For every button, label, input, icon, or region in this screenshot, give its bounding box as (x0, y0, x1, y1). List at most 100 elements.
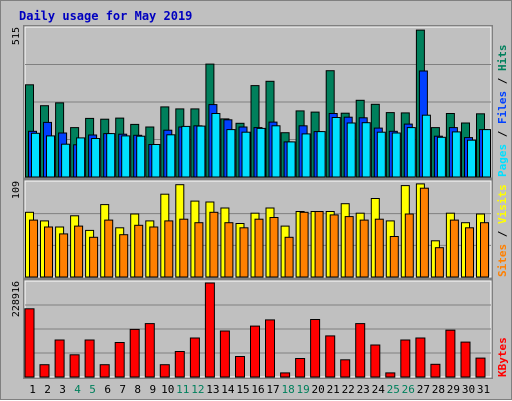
bar-sites-day-17 (269, 217, 279, 278)
x-tick-label-day-16: 16 (251, 383, 264, 396)
bar-kbytes-day-30 (460, 341, 471, 378)
chart-panels: 515 Pages / Files / Hits 109 Sites / Visits… (11, 25, 509, 379)
bar-sites-day-11 (179, 218, 189, 278)
legend-entry-files: Files (496, 91, 509, 124)
bar-sites-day-15 (239, 227, 249, 278)
x-tick-label-day-24: 24 (372, 383, 386, 396)
x-tick-label-day-10: 10 (161, 383, 174, 396)
bar-kbytes-day-28 (430, 363, 441, 378)
bar-pages-day-2 (46, 135, 55, 178)
bar-sites-day-27 (419, 187, 429, 278)
x-tick-label-day-9: 9 (149, 383, 156, 396)
bar-pages-day-1 (31, 132, 40, 178)
bar-kbytes-day-21 (325, 335, 336, 378)
bar-sites-day-7 (119, 234, 129, 278)
legend-separator: / (496, 71, 509, 91)
bar-kbytes-day-3 (54, 339, 65, 378)
bar-pages-day-17 (271, 125, 281, 178)
bar-sites-day-13 (209, 211, 219, 278)
bar-kbytes-day-9 (144, 323, 155, 378)
x-tick-label-day-2: 2 (44, 383, 51, 396)
bar-kbytes-day-20 (310, 319, 321, 378)
bar-pages-day-8 (136, 135, 146, 178)
bar-pages-day-18 (286, 141, 296, 178)
x-tick-label-day-23: 23 (357, 383, 370, 396)
y-max-label: 515 (11, 27, 22, 45)
x-tick-label-day-3: 3 (59, 383, 66, 396)
bar-kbytes-day-5 (84, 339, 95, 378)
y-max-label: 109 (11, 181, 22, 199)
panel-visits-sites: 109 Sites / Visits (11, 179, 509, 279)
x-axis-labels: 1 2 3 4 5 6 7 8 9 10 11 12 13 14 15 16 17 18 19 20 21 22 23 24 2… (29, 383, 490, 396)
x-tick-label-day-21: 21 (327, 383, 340, 396)
bar-kbytes-day-17 (265, 319, 275, 378)
x-tick-label-day-11: 11 (176, 383, 189, 396)
legend-separator: / (496, 124, 509, 144)
bar-sites-day-19 (299, 211, 309, 278)
bar-kbytes-day-24 (370, 344, 381, 378)
x-tick-label-day-27: 27 (417, 383, 430, 396)
x-tick-label-day-13: 13 (206, 383, 219, 396)
bar-sites-day-5 (89, 236, 99, 278)
legend-entry-hits: Hits (496, 45, 509, 72)
x-tick-label-day-6: 6 (104, 383, 111, 396)
bar-kbytes-day-29 (445, 329, 456, 378)
bar-sites-day-20 (314, 211, 324, 278)
bar-pages-day-25 (391, 132, 401, 178)
x-tick-label-day-28: 28 (432, 383, 445, 396)
bar-pages-day-5 (91, 138, 101, 178)
bar-sites-day-29 (449, 219, 459, 278)
x-tick-label-day-14: 14 (221, 383, 235, 396)
bar-kbytes-day-27 (415, 337, 426, 378)
x-tick-label-day-17: 17 (266, 383, 279, 396)
bar-pages-day-3 (61, 143, 71, 178)
x-tick-label-day-19: 19 (296, 383, 309, 396)
bar-sites-day-2 (44, 226, 53, 278)
bar-sites-day-1 (29, 219, 38, 278)
bar-pages-day-22 (346, 122, 356, 178)
legend-entry-sites: Sites (496, 244, 509, 277)
bar-sites-day-24 (374, 218, 384, 278)
bar-pages-day-7 (121, 135, 131, 178)
bar-kbytes-day-6 (99, 364, 110, 378)
bar-kbytes-day-10 (159, 364, 170, 378)
x-tick-label-day-20: 20 (311, 383, 324, 396)
bar-pages-day-20 (316, 131, 326, 178)
bar-pages-day-24 (376, 131, 386, 178)
bar-kbytes-day-12 (189, 337, 200, 378)
bar-pages-day-28 (436, 136, 446, 178)
bar-kbytes-day-23 (355, 323, 366, 378)
y-max-label: 228916 (11, 281, 22, 317)
bar-kbytes-day-14 (219, 330, 230, 378)
x-tick-label-day-31: 31 (477, 383, 490, 396)
bar-pages-day-29 (451, 131, 461, 178)
bar-pages-day-27 (421, 114, 431, 178)
legend-visits-sites: Sites / Visits (496, 184, 509, 277)
bar-sites-day-4 (74, 225, 84, 278)
bar-pages-day-10 (166, 134, 176, 178)
bar-sites-day-18 (284, 236, 294, 278)
legend-entry-kbytes: KBytes (496, 337, 509, 377)
bar-pages-day-23 (361, 122, 371, 178)
bar-kbytes-day-22 (340, 359, 351, 378)
x-tick-label-day-22: 22 (342, 383, 355, 396)
bar-kbytes-day-15 (235, 356, 245, 378)
bar-pages-day-21 (331, 117, 341, 178)
bar-pages-day-14 (226, 129, 236, 178)
bar-pages-day-11 (181, 125, 191, 178)
bar-kbytes-day-25 (385, 372, 396, 378)
bar-pages-day-6 (106, 133, 116, 178)
bar-sites-day-21 (329, 214, 339, 278)
bar-pages-day-26 (406, 127, 416, 178)
bar-sites-day-8 (134, 224, 144, 278)
panel-kbytes: 228916 KBytes (11, 279, 509, 379)
bar-kbytes-day-8 (129, 328, 140, 378)
x-tick-label-day-15: 15 (236, 383, 249, 396)
bar-sites-day-25 (389, 236, 399, 278)
bar-kbytes-day-31 (475, 357, 486, 378)
x-tick-label-day-1: 1 (29, 383, 36, 396)
bar-sites-day-23 (359, 219, 369, 278)
x-tick-label-day-4: 4 (74, 383, 81, 396)
